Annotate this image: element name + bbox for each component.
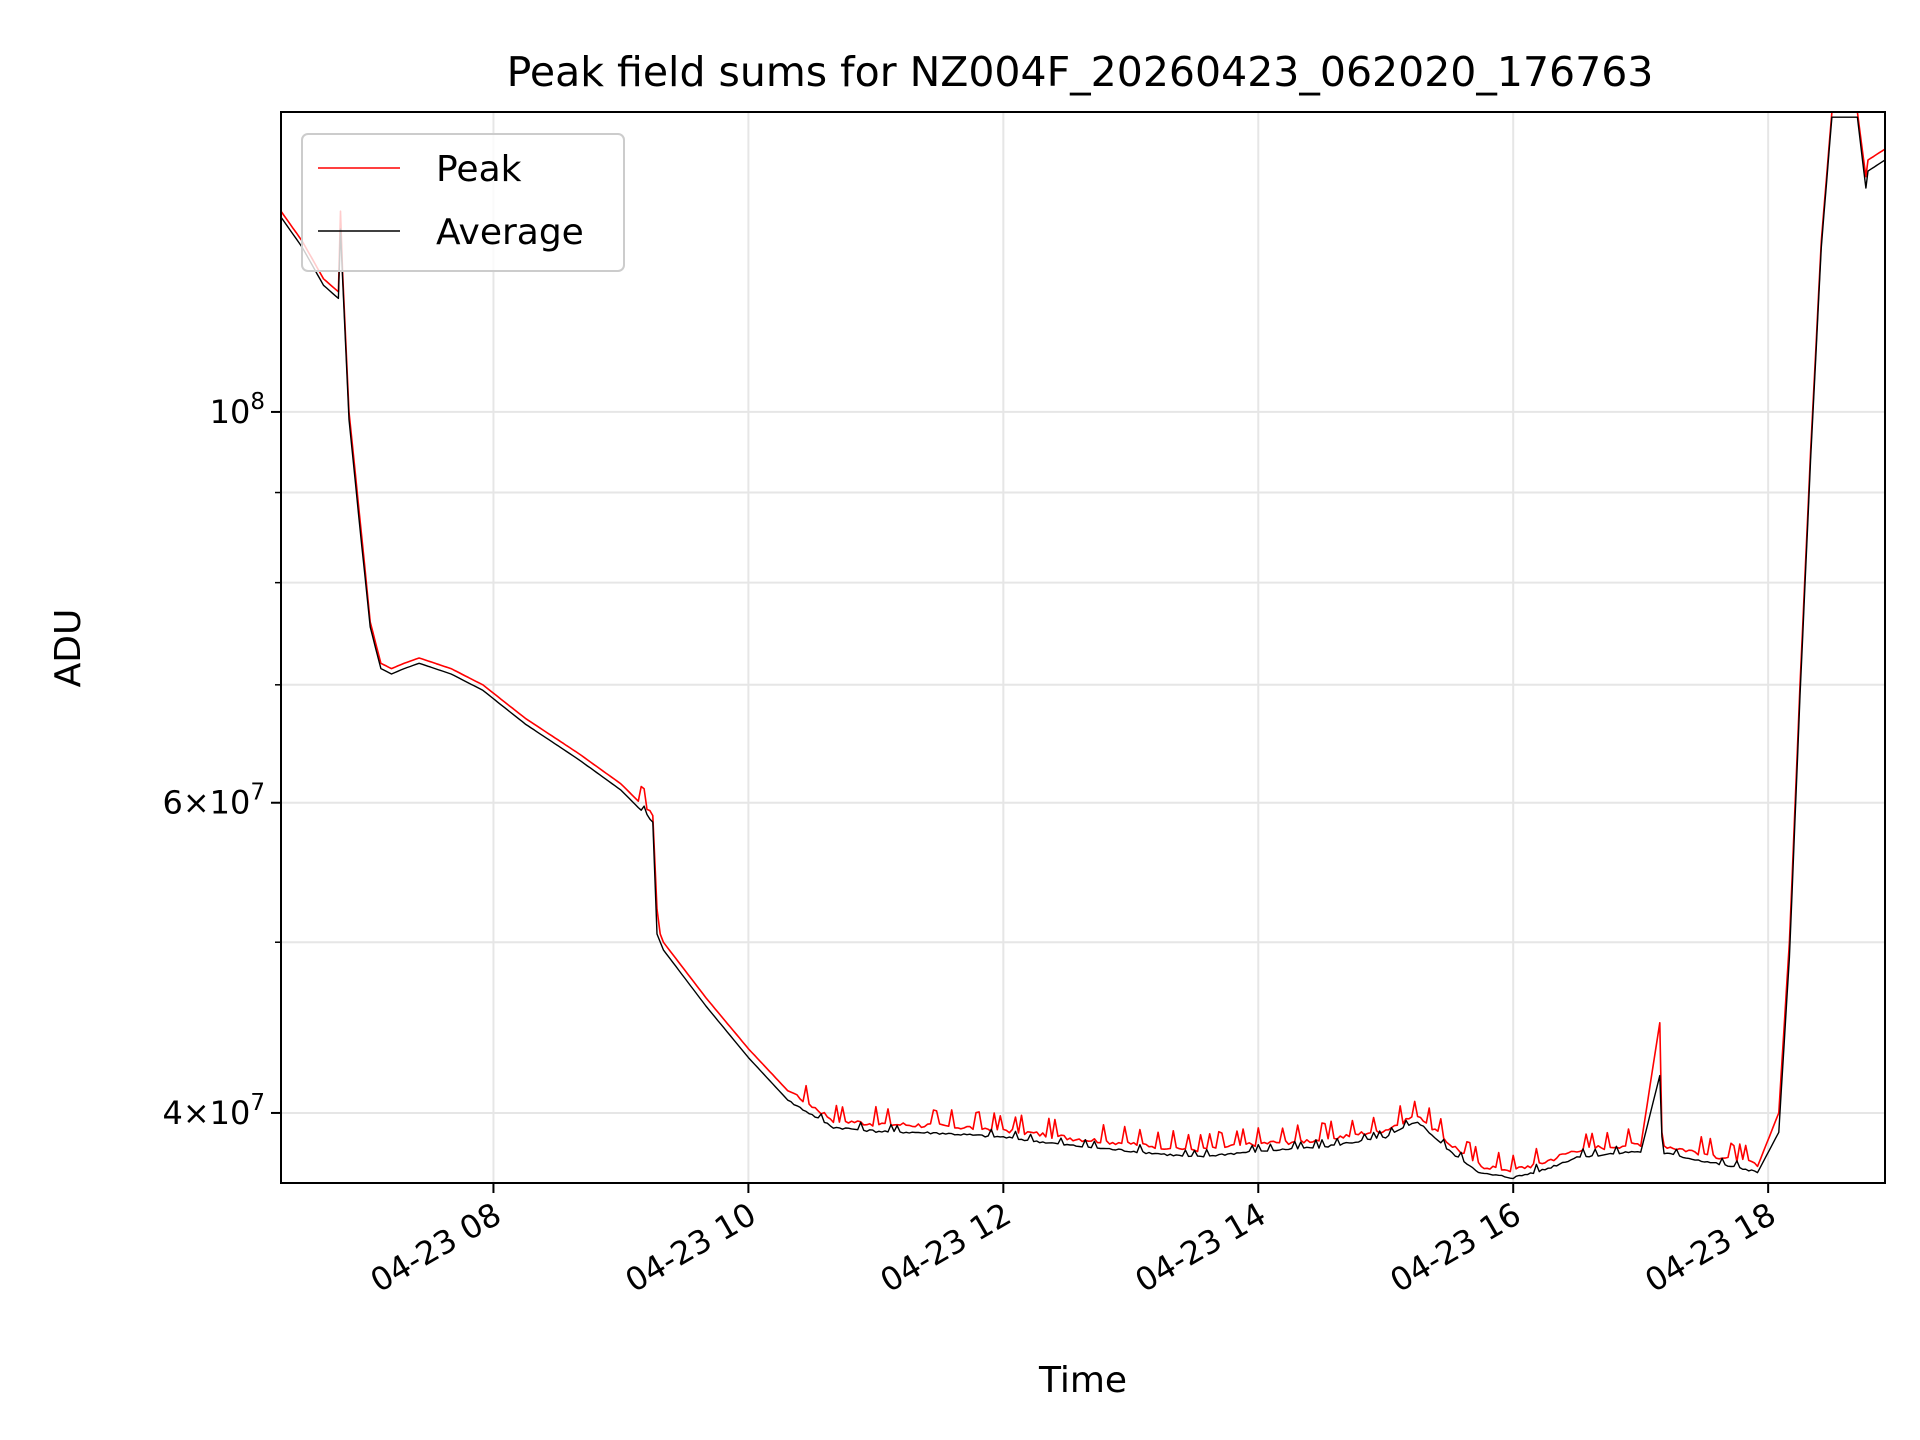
- series-line-average: [281, 116, 1885, 1180]
- legend-label-average: Average: [436, 212, 584, 253]
- y-tick-label: 108: [210, 389, 265, 431]
- series-layer: [281, 112, 1885, 1180]
- chart-title: Peak field sums for NZ004F_20260423_0620…: [507, 48, 1654, 96]
- y-tick-label: 6×107: [162, 780, 265, 822]
- legend: Peak Average: [301, 133, 625, 272]
- y-axis-label: ADU: [48, 609, 89, 688]
- grid: [281, 112, 1885, 1183]
- y-axis: 108 6×107 4×107: [162, 389, 281, 1132]
- x-axis-label: Time: [1038, 1360, 1127, 1401]
- legend-label-peak: Peak: [436, 149, 522, 190]
- y-tick-label: 4×107: [162, 1090, 265, 1132]
- series-line-peak: [281, 112, 1885, 1173]
- plot-frame: [280, 111, 1886, 1184]
